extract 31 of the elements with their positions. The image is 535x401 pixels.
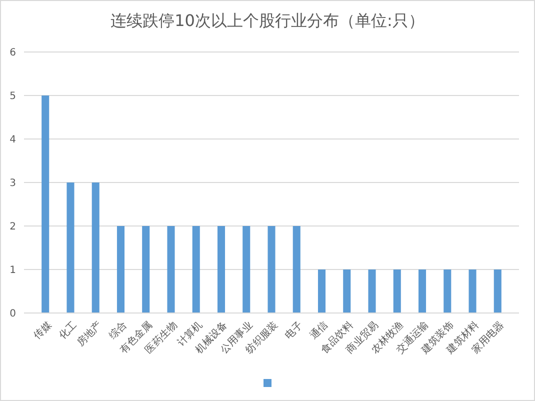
bar bbox=[92, 182, 100, 313]
y-tick-label: 4 bbox=[10, 134, 16, 146]
bar bbox=[318, 270, 326, 313]
bar bbox=[142, 226, 150, 313]
x-tick-label: 房地产 bbox=[74, 319, 104, 349]
bar bbox=[192, 226, 200, 313]
x-tick-label: 综合 bbox=[106, 319, 130, 342]
y-tick-label: 3 bbox=[10, 178, 16, 189]
x-tick-label: 传媒 bbox=[32, 320, 54, 342]
bar bbox=[343, 270, 351, 313]
bar bbox=[368, 270, 376, 313]
bar bbox=[494, 270, 502, 313]
bar bbox=[167, 226, 175, 313]
bar bbox=[444, 270, 452, 313]
bar bbox=[217, 226, 226, 313]
y-tick-label: 5 bbox=[10, 91, 16, 102]
bar bbox=[116, 226, 125, 313]
bar bbox=[242, 226, 250, 313]
bar bbox=[268, 226, 276, 313]
bar bbox=[66, 182, 74, 313]
x-tick-label: 电子 bbox=[282, 319, 306, 342]
bar bbox=[418, 270, 426, 313]
y-tick-label: 0 bbox=[10, 308, 16, 320]
y-tick-label: 1 bbox=[10, 265, 16, 276]
bar bbox=[468, 270, 476, 313]
bar bbox=[393, 270, 401, 313]
y-tick-label: 2 bbox=[10, 222, 16, 232]
bar bbox=[292, 226, 300, 313]
bar bbox=[42, 96, 50, 313]
y-tick-label: 6 bbox=[10, 48, 16, 58]
chart-title: 连续跌停10次以上个股行业分布（单位:只） bbox=[110, 11, 424, 30]
